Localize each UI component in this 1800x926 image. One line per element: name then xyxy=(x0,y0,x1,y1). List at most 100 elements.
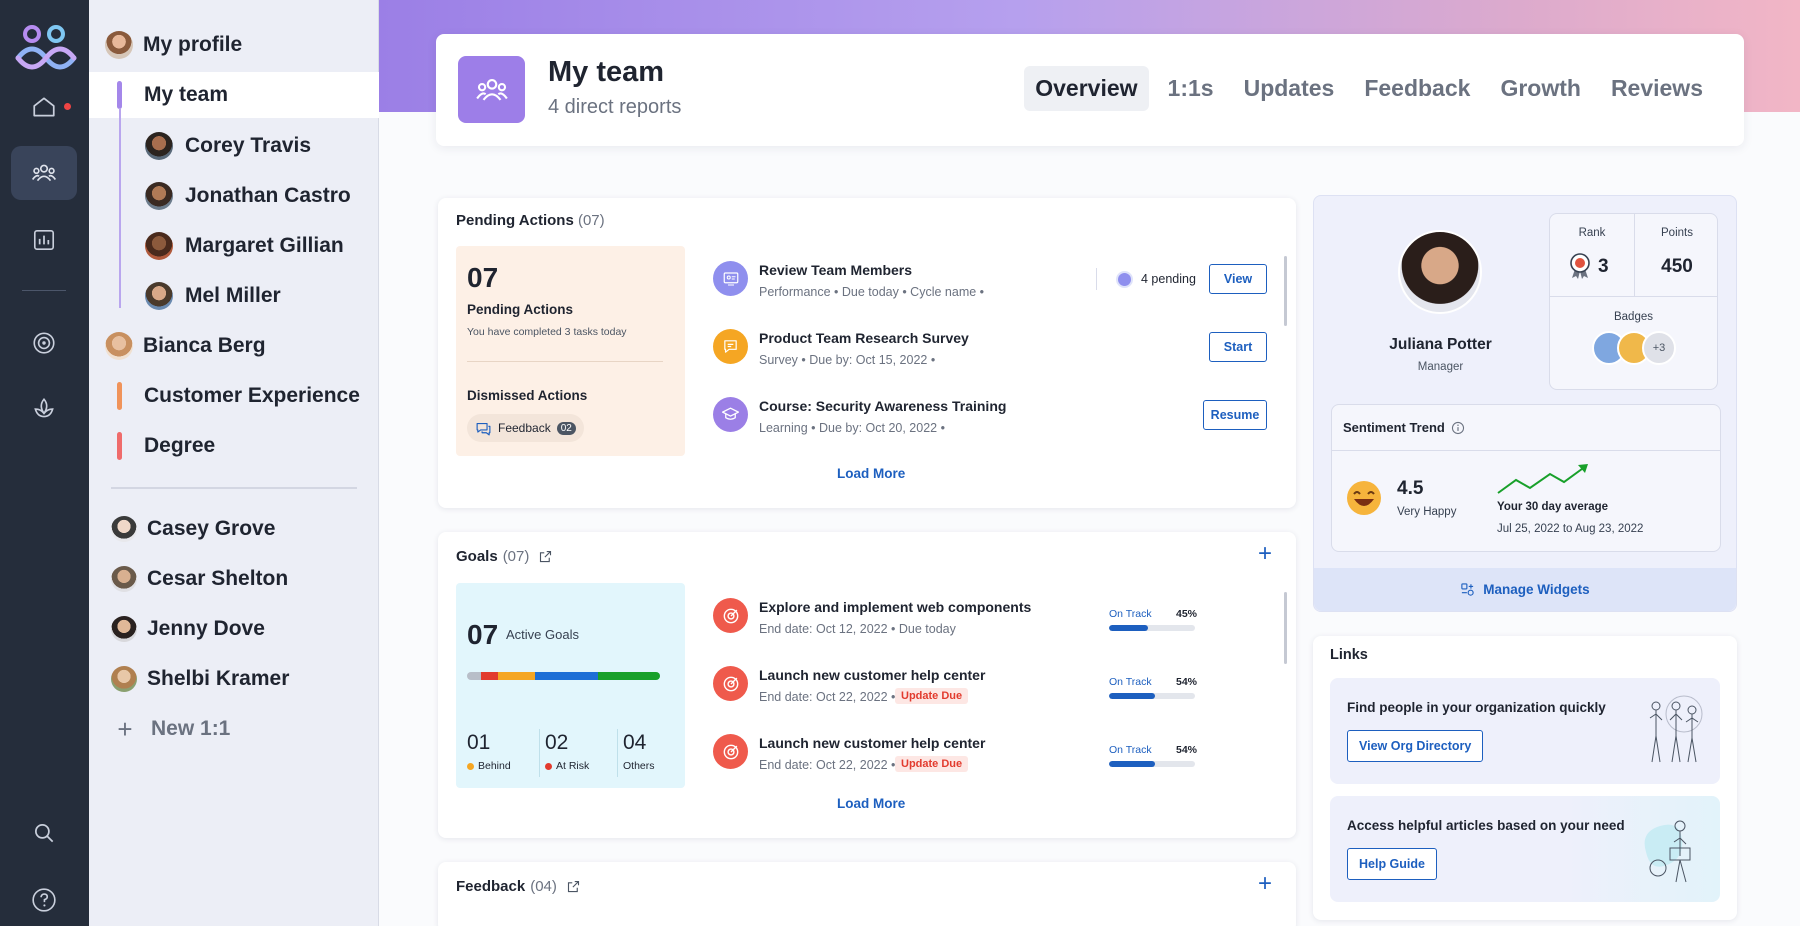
nav-my-team[interactable]: My team xyxy=(89,72,379,118)
goal-status: On Track xyxy=(1109,744,1152,756)
avatar xyxy=(111,516,137,542)
feedback-chip[interactable]: Feedback 02 xyxy=(467,414,584,442)
course-icon xyxy=(713,397,748,432)
avatar xyxy=(105,31,133,59)
left-rail xyxy=(0,0,89,926)
avatar xyxy=(111,616,137,642)
nav-one-on-one-casey-grove[interactable]: Casey Grove xyxy=(89,506,379,552)
app-logo[interactable] xyxy=(10,20,78,74)
nav-one-on-one-cesar-shelton[interactable]: Cesar Shelton xyxy=(89,556,379,602)
team-color-marker xyxy=(117,382,122,410)
team-button[interactable] xyxy=(11,146,77,200)
at-risk-dot xyxy=(545,762,552,770)
goal-meta: End date: Oct 12, 2022 • Due today xyxy=(759,622,956,636)
external-link-icon[interactable] xyxy=(566,879,581,894)
pending-avatar-icon xyxy=(1116,271,1133,288)
sentiment-trend-box: Sentiment Trend 4.5 Very Happy Your 30 d… xyxy=(1331,404,1721,552)
nav-team-customer-experience[interactable]: Customer Experience xyxy=(89,373,379,419)
nav-one-on-one-jenny-dove[interactable]: Jenny Dove xyxy=(89,606,379,652)
behind-dot xyxy=(467,762,474,770)
nav-item-label: Corey Travis xyxy=(185,134,312,157)
others-label: Others xyxy=(623,760,655,772)
pending-count-text: 4 pending xyxy=(1141,272,1196,286)
tab-reviews[interactable]: Reviews xyxy=(1610,75,1703,101)
goal-title[interactable]: Launch new customer help center xyxy=(759,667,986,683)
happy-emoji-icon xyxy=(1347,481,1381,515)
pending-item-title[interactable]: Review Team Members xyxy=(759,262,913,278)
view-button[interactable]: View xyxy=(1209,264,1267,294)
card-count: (07) xyxy=(577,212,605,229)
tab-feedback[interactable]: Feedback xyxy=(1364,75,1471,101)
feedback-title: Feedback (04) xyxy=(456,878,581,895)
start-button[interactable]: Start xyxy=(1209,332,1267,362)
tab-overview[interactable]: Overview xyxy=(1024,66,1149,111)
behind-label: Behind xyxy=(467,760,511,772)
rail-divider xyxy=(22,290,66,291)
nav-report-corey-travis[interactable]: Corey Travis xyxy=(89,123,379,169)
external-link-icon[interactable] xyxy=(538,549,553,564)
reports-button[interactable] xyxy=(11,213,77,267)
tab-updates[interactable]: Updates xyxy=(1243,75,1335,101)
nav-report-jonathan-castro[interactable]: Jonathan Castro xyxy=(89,173,379,219)
goals-status-bar xyxy=(467,672,660,680)
tab-one-on-ones[interactable]: 1:1s xyxy=(1167,75,1214,101)
feedback-chip-label: Feedback xyxy=(498,421,551,435)
team-icon xyxy=(31,164,57,182)
search-icon xyxy=(35,824,54,843)
home-button[interactable] xyxy=(11,80,77,134)
goal-title[interactable]: Explore and implement web components xyxy=(759,599,1032,615)
help-button[interactable] xyxy=(11,873,77,926)
nav-item-label: Jonathan Castro xyxy=(185,184,351,207)
tree-line xyxy=(119,108,121,308)
goal-target-icon xyxy=(713,598,748,633)
goal-progress-text: 54% xyxy=(1176,744,1198,756)
home-icon xyxy=(33,97,55,117)
manage-widgets-button[interactable]: Manage Widgets xyxy=(1314,568,1736,611)
nav-one-on-one-shelbi-kramer[interactable]: Shelbi Kramer xyxy=(89,656,379,702)
goals-button[interactable] xyxy=(11,316,77,370)
link-description: Find people in your organization quickly xyxy=(1347,700,1606,715)
nav-team-degree[interactable]: Degree xyxy=(89,423,379,469)
load-more-button[interactable]: Load More xyxy=(837,466,906,481)
goals-count-number: 07 xyxy=(467,619,499,650)
nav-bianca-berg[interactable]: Bianca Berg xyxy=(89,323,379,369)
nav-item-label: New 1:1 xyxy=(151,717,231,740)
review-icon xyxy=(713,261,748,296)
pending-item-meta: Survey • Due by: Oct 15, 2022 • xyxy=(759,353,936,367)
search-button[interactable] xyxy=(11,806,77,860)
goal-meta: End date: Oct 22, 2022 • xyxy=(759,690,896,704)
more-badges[interactable]: +3 xyxy=(1642,331,1676,365)
info-icon[interactable] xyxy=(1451,421,1465,435)
add-goal-button[interactable]: + xyxy=(1258,540,1273,567)
scrollbar[interactable] xyxy=(1284,592,1287,664)
scrollbar[interactable] xyxy=(1284,256,1287,326)
growth-button[interactable] xyxy=(11,382,77,436)
tab-growth[interactable]: Growth xyxy=(1500,75,1581,101)
view-org-directory-button[interactable]: View Org Directory xyxy=(1347,730,1484,762)
selected-indicator xyxy=(117,81,122,109)
goal-progress-fill xyxy=(1109,693,1156,699)
nav-item-label: Mel Miller xyxy=(185,284,281,307)
help-guide-button[interactable]: Help Guide xyxy=(1347,848,1437,880)
avatar xyxy=(145,182,173,210)
resume-button[interactable]: Resume xyxy=(1203,400,1267,430)
help-guide-link-box: Access helpful articles based on your ne… xyxy=(1330,796,1720,902)
load-more-button[interactable]: Load More xyxy=(837,796,906,811)
links-title: Links xyxy=(1330,647,1368,663)
behind-count: 01 xyxy=(467,731,491,754)
team-color-marker xyxy=(117,432,122,460)
nav-report-mel-miller[interactable]: Mel Miller xyxy=(89,273,379,319)
add-feedback-button[interactable]: + xyxy=(1258,870,1273,897)
card-count: (07) xyxy=(502,548,530,565)
nav-my-profile[interactable]: My profile xyxy=(89,22,379,68)
goal-target-icon xyxy=(713,666,748,701)
new-one-on-one-button[interactable]: + New 1:1 xyxy=(89,706,379,752)
org-directory-link-box: Find people in your organization quickly… xyxy=(1330,678,1720,784)
points-label: Points xyxy=(1661,227,1693,239)
others-count: 04 xyxy=(623,731,647,754)
pending-item-title[interactable]: Product Team Research Survey xyxy=(759,330,969,346)
nav-report-margaret-gillian[interactable]: Margaret Gillian xyxy=(89,223,379,269)
goal-title[interactable]: Launch new customer help center xyxy=(759,735,986,751)
pending-item-title[interactable]: Course: Security Awareness Training xyxy=(759,398,1007,414)
average-range: Jul 25, 2022 to Aug 23, 2022 xyxy=(1497,523,1644,535)
